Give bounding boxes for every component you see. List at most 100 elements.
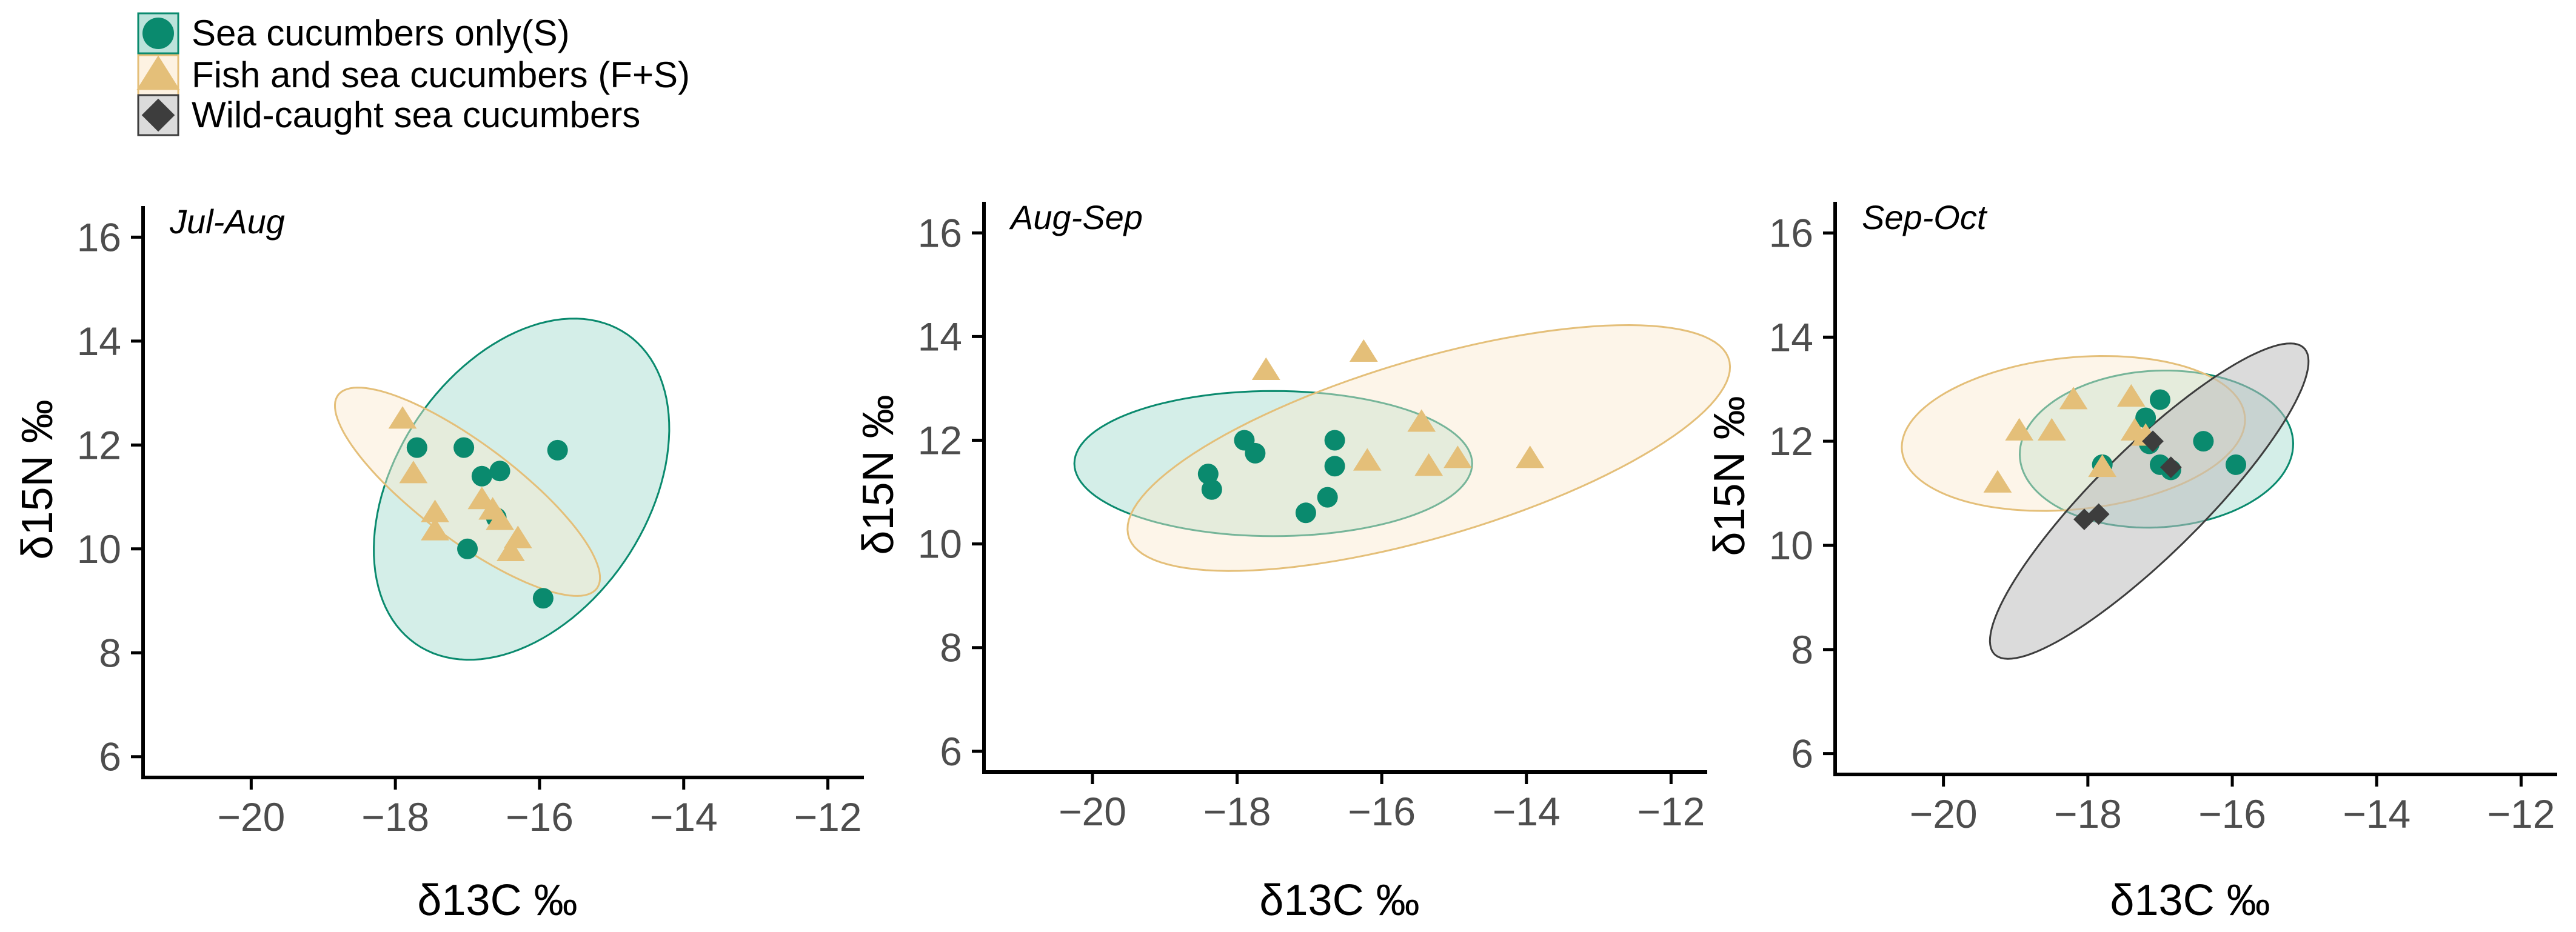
x-tick-label: −18	[361, 794, 429, 839]
y-tick-label: 14	[918, 314, 962, 359]
x-tick-label: −14	[1493, 789, 1561, 834]
x-axis-title: δ13C ‰	[2110, 876, 2270, 925]
y-tick-label: 12	[77, 422, 121, 467]
point-circle	[1197, 464, 1219, 485]
point-circle	[2149, 389, 2170, 410]
point-triangle	[388, 406, 417, 429]
chart-panel-1: 6 8 10 12 14 16 −20 −18 −16 −14 −12 Jul-Aug δ13C ‰ δ1…	[13, 202, 864, 925]
x-tick-label: −18	[2054, 791, 2122, 836]
x-tick-label: −14	[650, 794, 718, 839]
point-circle	[1324, 456, 1345, 477]
point-triangle	[2116, 384, 2146, 407]
x-tick-label: −12	[794, 794, 862, 839]
panels: 6 8 10 12 14 16 −20 −18 −16 −14 −12 Jul-Aug δ13C ‰ δ1…	[13, 198, 2557, 925]
x-tick-label: −16	[506, 794, 574, 839]
point-circle	[2193, 431, 2214, 452]
point-triangle	[2088, 454, 2117, 478]
legend-diamond-icon	[141, 98, 175, 132]
y-tick-label: 14	[1769, 315, 1813, 359]
x-tick-label: −16	[1348, 789, 1416, 834]
y-tick-label: 8	[99, 630, 121, 675]
point-triangle	[2005, 418, 2034, 441]
point-circle	[1295, 502, 1316, 524]
panel-label: Sep-Oct	[1862, 198, 1988, 236]
point-diamond	[2159, 456, 2182, 478]
y-tick-label: 14	[77, 319, 121, 364]
point-circle	[547, 439, 568, 461]
chart-panel-2: 6 8 10 12 14 16 −20 −18 −16 −14 −12 Aug-Sep δ13C ‰ δ1…	[854, 198, 1731, 925]
ellipse-circle	[1073, 390, 1473, 538]
point-circle	[532, 588, 554, 609]
y-tick-label: 8	[1791, 627, 1813, 672]
y-tick-label: 10	[77, 527, 121, 571]
x-tick-label: −20	[217, 794, 285, 839]
point-triangle	[1251, 357, 1280, 380]
y-tick-label: 16	[918, 210, 962, 255]
point-triangle	[1349, 339, 1378, 362]
y-tick-label: 6	[99, 734, 121, 779]
point-diamond	[2142, 430, 2164, 453]
point-triangle	[1407, 409, 1436, 432]
y-tick-label: 6	[940, 729, 962, 774]
point-circle	[2226, 454, 2247, 475]
x-tick-label: −14	[2343, 791, 2410, 836]
ellipse-triangle	[1126, 324, 1731, 572]
point-triangle	[421, 499, 449, 522]
legend-label: Sea cucumbers only(S)	[192, 13, 570, 53]
point-triangle	[1516, 445, 1545, 468]
point-circle	[406, 437, 427, 458]
point-circle	[1324, 430, 1345, 451]
x-axis-title: δ13C ‰	[1259, 876, 1419, 925]
ellipse-diamond	[1989, 342, 2310, 660]
y-tick-label: 16	[1769, 211, 1813, 256]
x-tick-label: −20	[1910, 791, 1978, 836]
legend-item-3: Wild-caught sea cucumbers	[137, 94, 640, 136]
point-triangle	[497, 538, 525, 562]
x-axis-title: δ13C ‰	[417, 876, 577, 925]
y-tick-label: 16	[77, 215, 121, 259]
ellipse-circle	[373, 318, 671, 661]
x-tick-label: −16	[2198, 791, 2266, 836]
y-tick-label: 6	[1791, 731, 1813, 776]
point-triangle	[1444, 445, 1472, 468]
point-circle	[471, 465, 492, 487]
point-circle	[489, 461, 510, 482]
panel-label: Jul-Aug	[169, 202, 285, 241]
point-triangle	[1414, 453, 1444, 476]
y-axis-title: δ15N ‰	[854, 394, 903, 554]
x-tick-label: −18	[1203, 789, 1271, 834]
y-tick-label: 8	[940, 625, 962, 670]
point-circle	[1201, 479, 1222, 500]
panel-label: Aug-Sep	[1009, 198, 1143, 236]
point-circle	[457, 538, 478, 559]
y-tick-label: 10	[1769, 523, 1813, 568]
point-triangle	[1353, 448, 1382, 471]
legend-item-2: Fish and sea cucumbers (F+S)	[136, 54, 690, 96]
point-triangle	[2037, 418, 2066, 441]
y-axis-title: δ15N ‰	[1705, 396, 1754, 556]
x-tick-label: −12	[1637, 789, 1705, 834]
point-circle	[2135, 407, 2156, 428]
ellipse-triangle	[333, 387, 601, 597]
legend: Sea cucumbers only(S)Fish and sea cucumb…	[136, 12, 690, 136]
point-triangle	[486, 507, 514, 530]
point-circle	[453, 437, 475, 458]
point-triangle	[399, 461, 428, 484]
legend-label: Fish and sea cucumbers (F+S)	[192, 55, 690, 95]
legend-item-1: Sea cucumbers only(S)	[137, 12, 570, 55]
y-tick-label: 12	[1769, 419, 1813, 464]
legend-triangle-icon	[136, 55, 180, 90]
point-triangle	[1983, 470, 2012, 493]
chart-panel-3: 6 8 10 12 14 16 −20 −18 −16 −14 −12 Sep-Oct δ13C ‰ δ1…	[1705, 198, 2557, 925]
point-circle	[1245, 442, 1266, 464]
y-tick-label: 12	[918, 418, 962, 463]
point-circle	[1317, 487, 1338, 508]
point-triangle	[421, 518, 449, 541]
legend-label: Wild-caught sea cucumbers	[192, 95, 640, 135]
point-triangle	[2059, 387, 2088, 410]
point-diamond	[2073, 508, 2095, 530]
legend-circle-icon	[142, 18, 174, 49]
x-tick-label: −12	[2487, 791, 2555, 836]
y-tick-label: 10	[918, 522, 962, 567]
